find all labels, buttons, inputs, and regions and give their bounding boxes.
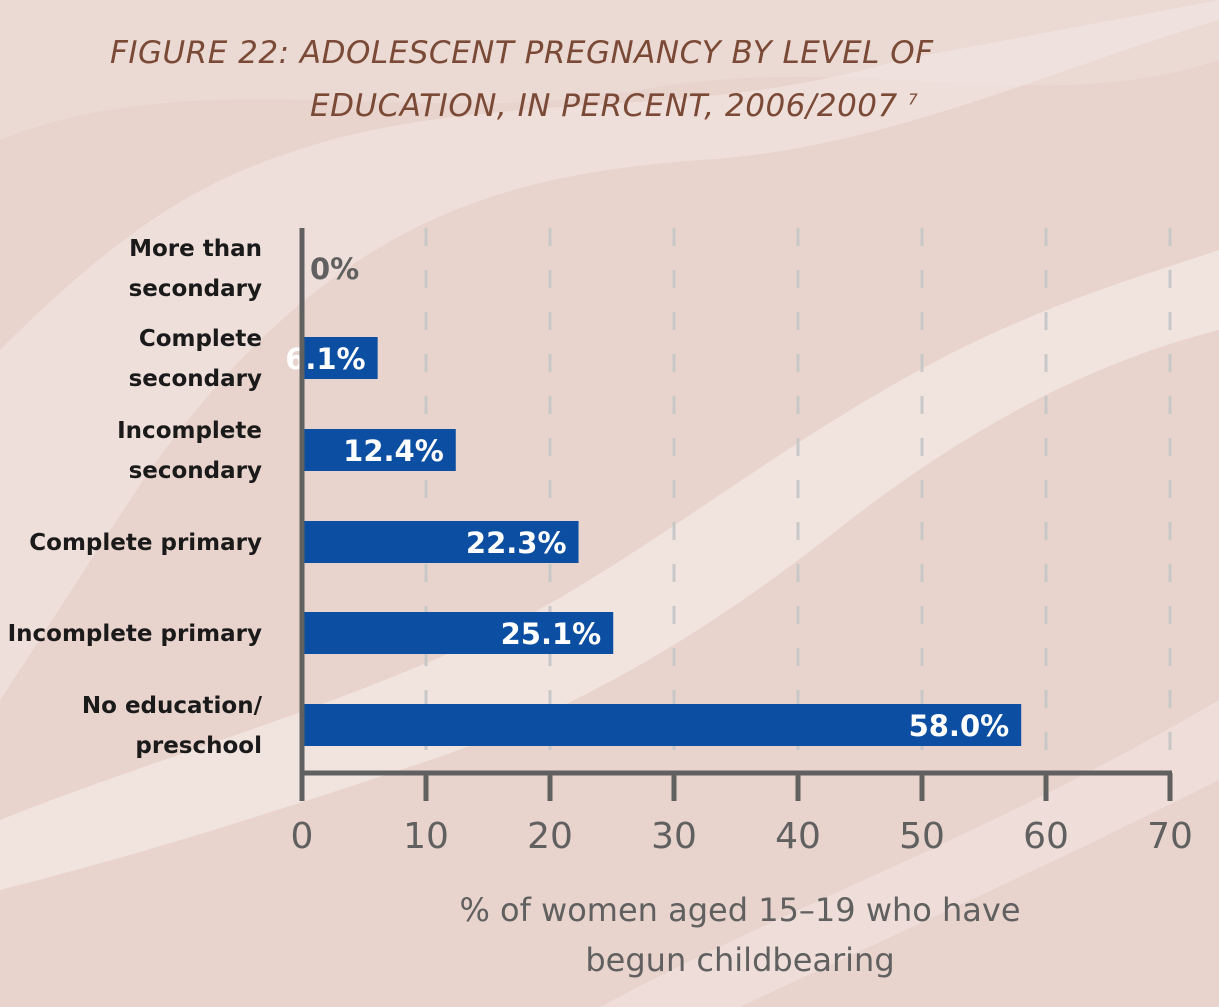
x-tick-label: 10 [403, 816, 449, 857]
data-label: 0% [310, 252, 359, 286]
bar [302, 521, 579, 563]
category-label: More than [129, 236, 262, 262]
chart-title-line2-text: EDUCATION, IN PERCENT, 2006/2007 [310, 88, 898, 124]
bar [302, 337, 378, 379]
category-label: Complete primary [29, 530, 262, 556]
x-tick-label: 0 [291, 816, 314, 857]
chart-title-line2: EDUCATION, IN PERCENT, 2006/2007 7 [310, 88, 1219, 124]
data-label: 22.3% [466, 526, 567, 560]
data-label: 25.1% [501, 617, 602, 651]
category-label: Incomplete [117, 418, 262, 444]
category-label: No education/ [82, 693, 263, 719]
category-label: secondary [129, 276, 262, 302]
category-label: Incomplete primary [8, 621, 262, 647]
data-label: 6.1% [285, 342, 365, 376]
bar [302, 429, 456, 471]
x-axis-label-line2: begun childbearing [585, 941, 895, 979]
x-axis-label: % of women aged 15–19 who have begun chi… [400, 885, 1080, 985]
x-tick-label: 20 [527, 816, 573, 857]
x-tick-label: 50 [899, 816, 945, 857]
x-tick-label: 70 [1147, 816, 1193, 857]
category-label: secondary [129, 458, 262, 484]
category-label: preschool [135, 733, 262, 759]
x-tick-label: 60 [1023, 816, 1069, 857]
bar [302, 612, 614, 654]
category-label: Complete [139, 326, 262, 352]
data-label: 58.0% [909, 709, 1010, 743]
chart-title-line1: FIGURE 22: ADOLESCENT PREGNANCY BY LEVEL… [110, 35, 934, 71]
data-label: 12.4% [343, 434, 444, 468]
x-axis-label-line1: % of women aged 15–19 who have [459, 891, 1021, 929]
category-label: secondary [129, 366, 262, 392]
x-tick-label: 40 [775, 816, 821, 857]
bar [302, 704, 1022, 746]
x-tick-label: 30 [651, 816, 697, 857]
title-footnote: 7 [908, 90, 919, 109]
